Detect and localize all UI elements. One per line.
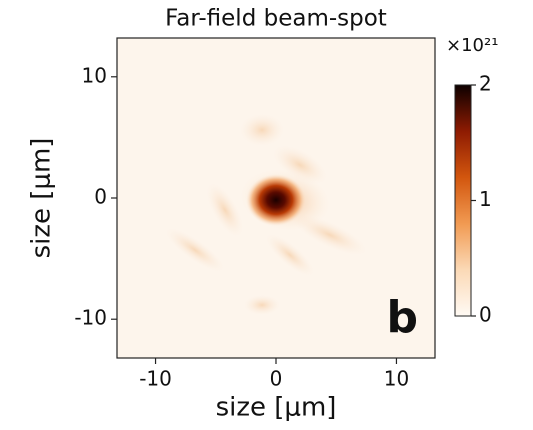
- y-tick-label: 10: [82, 63, 107, 87]
- x-tick-label: 0: [270, 367, 283, 391]
- y-axis-label: size [μm]: [27, 138, 57, 259]
- colorbar-tick-label: 1: [479, 187, 492, 211]
- colorbar-scale: ×10²¹: [446, 35, 498, 56]
- colorbar: [454, 84, 472, 317]
- colorbar-tick-label: 2: [479, 72, 492, 96]
- colorbar-tick-label: 0: [479, 303, 492, 327]
- heatmap: [117, 38, 435, 358]
- y-tick-label: 0: [94, 185, 107, 209]
- y-tick-label: -10: [74, 306, 107, 330]
- panel-label: b: [387, 292, 419, 343]
- chart-title: Far-field beam-spot: [165, 6, 387, 32]
- x-tick-label: -10: [139, 367, 172, 391]
- x-tick-label: 10: [384, 367, 409, 391]
- x-axis-label: size [μm]: [216, 393, 337, 423]
